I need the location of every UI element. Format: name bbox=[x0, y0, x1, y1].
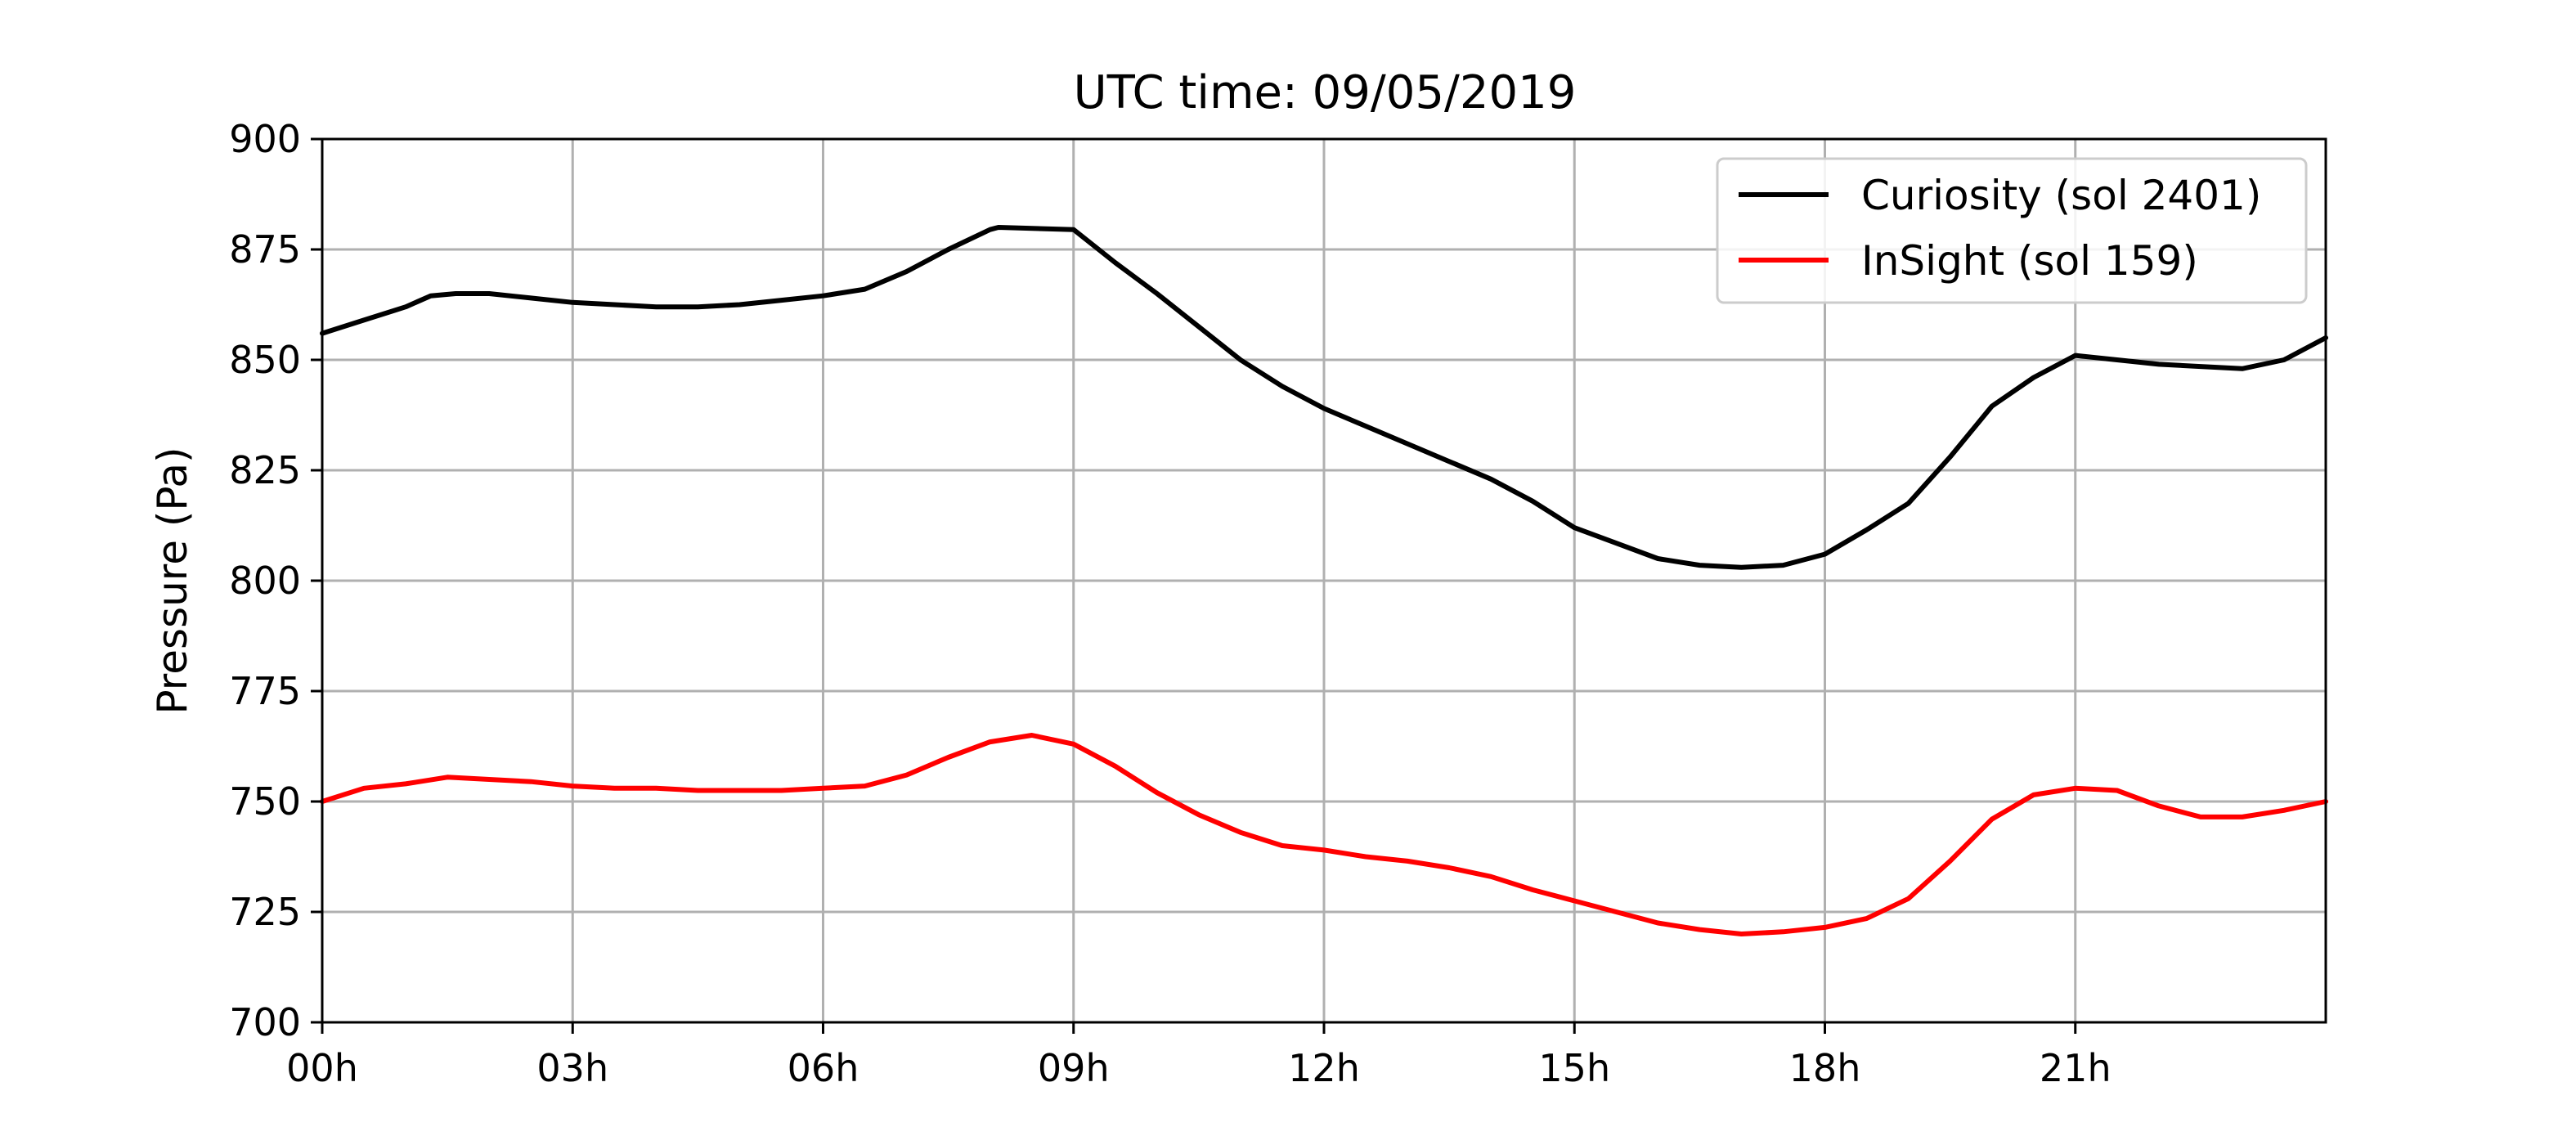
x-tick-label: 06h bbox=[788, 1046, 859, 1090]
legend-label-insight: InSight (sol 159) bbox=[1861, 237, 2198, 285]
x-tick-label: 09h bbox=[1038, 1046, 1110, 1090]
y-tick-label: 775 bbox=[229, 669, 301, 713]
x-tick-label: 18h bbox=[1789, 1046, 1861, 1090]
legend-box bbox=[1716, 157, 2308, 304]
y-axis-label: Pressure (Pa) bbox=[149, 447, 196, 715]
x-tick-label: 21h bbox=[2040, 1046, 2112, 1090]
axis-ticks: 00h 03h 06h 09h 12h 15h 18h 21h 700 725 750 775 800 8… bbox=[229, 117, 2111, 1090]
chart-title: UTC time: 09/05/2019 bbox=[1074, 66, 1577, 119]
series-lines bbox=[320, 225, 2328, 936]
x-tick-label: 00h bbox=[286, 1046, 358, 1090]
y-tick-label: 725 bbox=[229, 890, 301, 934]
x-tick-label: 15h bbox=[1538, 1046, 1610, 1090]
insight-line bbox=[320, 733, 2328, 936]
y-tick-label: 825 bbox=[229, 448, 301, 492]
x-tick-label: 03h bbox=[536, 1046, 608, 1090]
curiosity-line bbox=[320, 225, 2328, 570]
y-tick-label: 875 bbox=[229, 227, 301, 272]
y-tick-label: 900 bbox=[229, 117, 301, 161]
y-tick-label: 750 bbox=[229, 779, 301, 824]
legend-label-curiosity: Curiosity (sol 2401) bbox=[1861, 172, 2261, 219]
y-tick-label: 850 bbox=[229, 338, 301, 382]
y-tick-label: 800 bbox=[229, 559, 301, 603]
x-tick-label: 12h bbox=[1288, 1046, 1360, 1090]
y-tick-label: 700 bbox=[229, 1000, 301, 1044]
legend: Curiosity (sol 2401) InSight (sol 159) bbox=[1716, 157, 2308, 304]
